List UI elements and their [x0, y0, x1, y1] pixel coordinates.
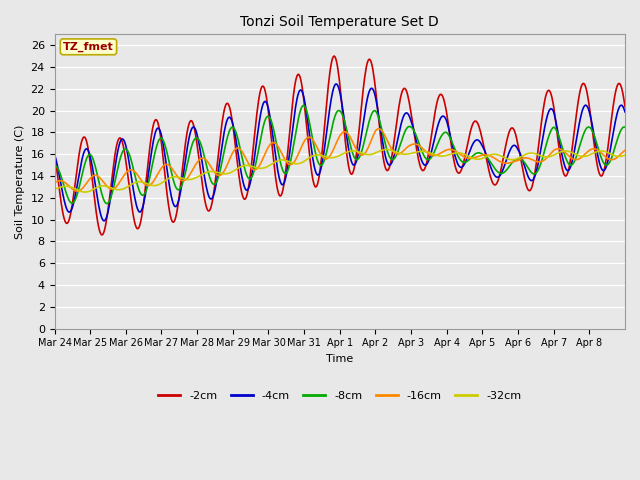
- Title: Tonzi Soil Temperature Set D: Tonzi Soil Temperature Set D: [241, 15, 439, 29]
- Legend: -2cm, -4cm, -8cm, -16cm, -32cm: -2cm, -4cm, -8cm, -16cm, -32cm: [154, 386, 526, 406]
- Text: TZ_fmet: TZ_fmet: [63, 42, 114, 52]
- X-axis label: Time: Time: [326, 354, 353, 364]
- Y-axis label: Soil Temperature (C): Soil Temperature (C): [15, 124, 25, 239]
